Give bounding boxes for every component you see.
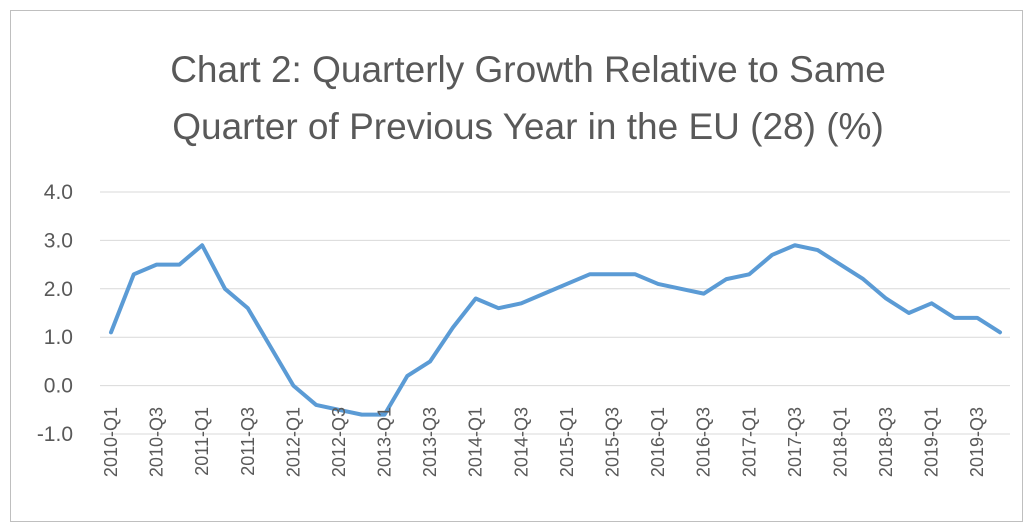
x-tick-label: 2018-Q1 bbox=[830, 407, 850, 477]
x-tick-label: 2015-Q1 bbox=[557, 407, 577, 477]
x-tick-label: 2017-Q3 bbox=[785, 407, 805, 477]
x-tick-label: 2010-Q1 bbox=[101, 407, 121, 477]
x-tick-label: 2011-Q3 bbox=[238, 407, 258, 476]
y-tick-label: 3.0 bbox=[44, 229, 73, 252]
chart-title-line-2: Quarter of Previous Year in the EU (28) … bbox=[172, 106, 884, 147]
x-tick-label: 2016-Q3 bbox=[694, 407, 714, 477]
x-tick-label: 2010-Q3 bbox=[147, 407, 167, 477]
x-tick-label: 2011-Q1 bbox=[192, 407, 212, 476]
x-tick-label: 2016-Q1 bbox=[648, 407, 668, 477]
x-tick-label: 2012-Q1 bbox=[283, 407, 303, 477]
x-tick-label: 2013-Q1 bbox=[375, 407, 395, 477]
x-tick-label: 2019-Q1 bbox=[922, 407, 942, 477]
y-tick-label: 2.0 bbox=[44, 278, 73, 301]
y-tick-label: 4.0 bbox=[44, 181, 73, 204]
y-tick-label: 1.0 bbox=[44, 326, 73, 349]
x-tick-label: 2018-Q3 bbox=[876, 407, 896, 477]
x-tick-label: 2017-Q1 bbox=[739, 407, 759, 477]
x-tick-label: 2019-Q3 bbox=[967, 407, 987, 477]
y-tick-label: 0.0 bbox=[44, 375, 73, 398]
x-tick-label: 2012-Q3 bbox=[329, 407, 349, 477]
series-line bbox=[109, 243, 1002, 417]
chart-title-line-1: Chart 2: Quarterly Growth Relative to Sa… bbox=[170, 49, 886, 90]
x-tick-label: 2014-Q3 bbox=[511, 407, 531, 477]
x-tick-label: 2013-Q3 bbox=[420, 407, 440, 477]
x-tick-label: 2014-Q1 bbox=[466, 407, 486, 477]
y-tick-label: -1.0 bbox=[37, 423, 73, 446]
x-tick-label: 2015-Q3 bbox=[602, 407, 622, 477]
